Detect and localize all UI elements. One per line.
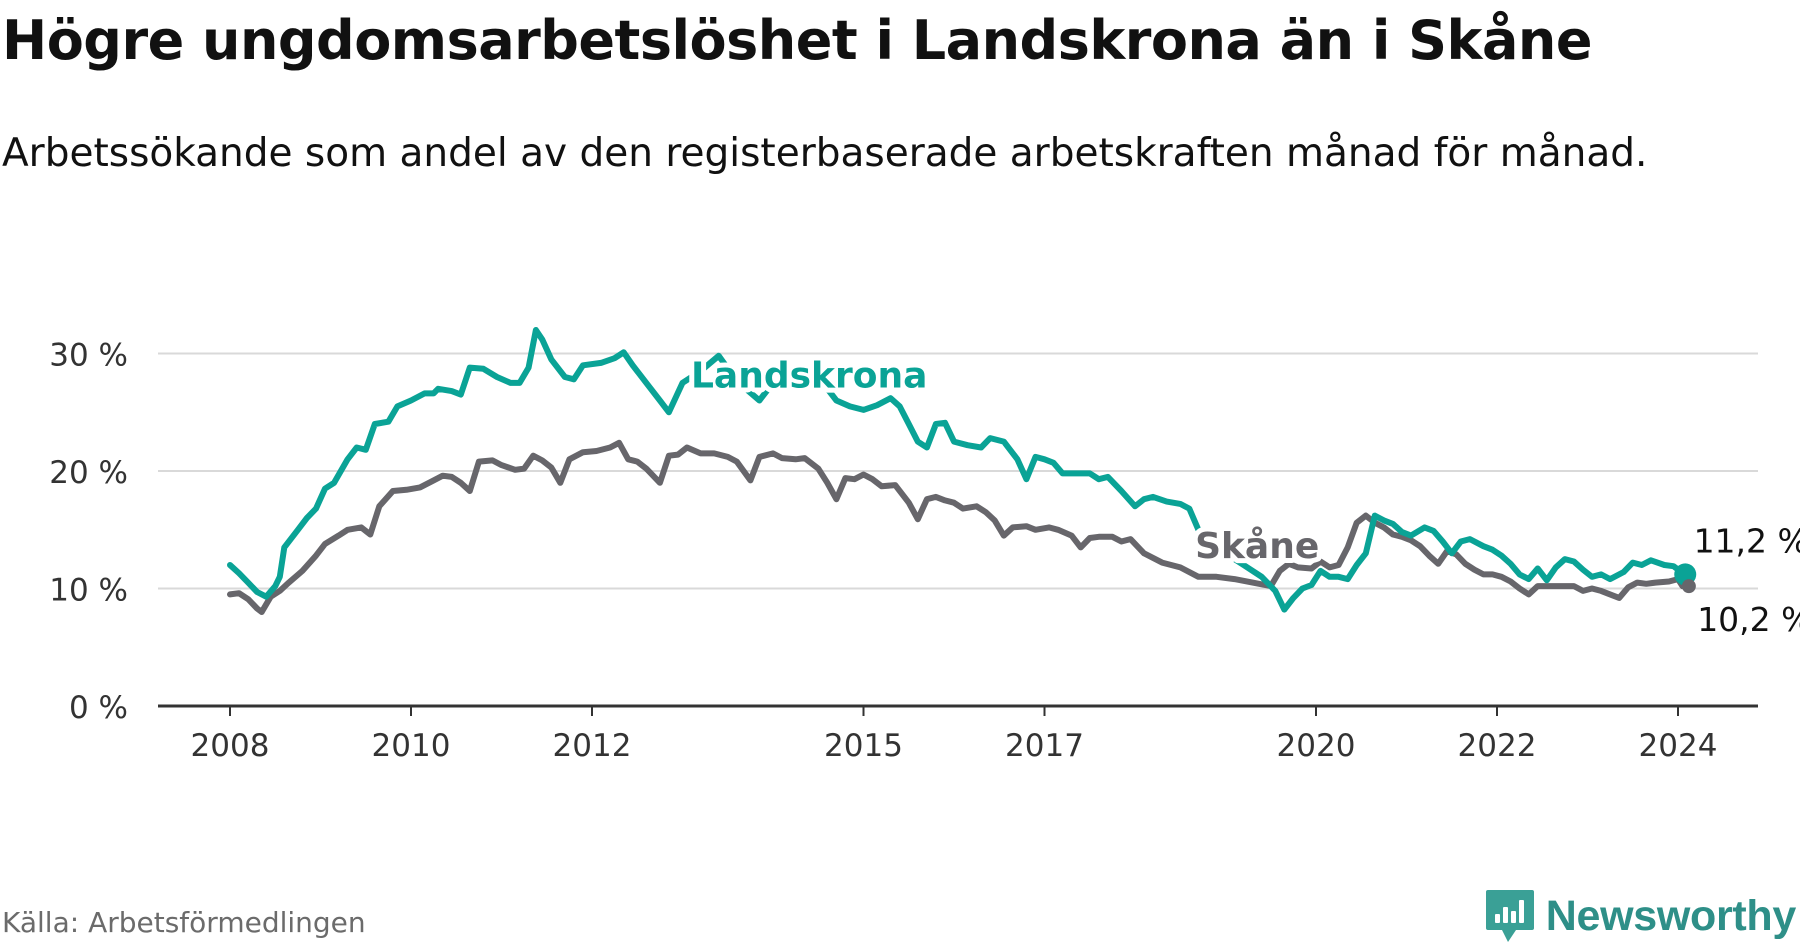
x-tick-label: 2012: [553, 728, 632, 764]
end-dot-skane: [1681, 579, 1696, 594]
y-tick-label: 10 %: [49, 573, 128, 609]
y-tick-label: 0 %: [69, 690, 128, 726]
x-tick-label: 2010: [372, 728, 451, 764]
end-value-label-skane: 10,2 %: [1697, 600, 1800, 639]
x-tick-label: 2020: [1277, 728, 1356, 764]
x-tick-label: 2015: [824, 728, 903, 764]
series-lines: [227, 327, 1692, 615]
x-tick-label: 2022: [1458, 728, 1537, 764]
gridlines: [158, 352, 1758, 590]
source-credit: Källa: Arbetsförmedlingen: [2, 906, 366, 939]
end-value-labels: 11,2 % 10,2 %: [1674, 518, 1800, 642]
page-title: Högre ungdomsarbetslöshet i Landskrona ä…: [2, 9, 1592, 72]
y-tick-label: 20 %: [49, 455, 128, 491]
series-line-skane: [227, 439, 1692, 615]
chart-subtitle: Arbetssökande som andel av den registerb…: [2, 131, 1648, 176]
brand-name: Newsworthy: [1545, 891, 1797, 940]
brand-logo[interactable]: Newsworthy: [1484, 887, 1796, 945]
x-tick-label: 2024: [1639, 728, 1718, 764]
series-line-landskrona: [227, 327, 1689, 613]
end-value-label-landskrona: 11,2 %: [1694, 521, 1800, 560]
x-tick-label: 2017: [1005, 728, 1084, 764]
y-tick-label: 30 %: [49, 338, 128, 374]
series-label-landskrona: Landskrona: [691, 356, 927, 397]
series-labels: Landskrona Skåne: [686, 351, 1324, 572]
x-tick-label: 2008: [191, 728, 270, 764]
series-label-skane: Skåne: [1195, 526, 1319, 567]
x-axis: 2008 2010 2012 2015 2017 2020 2022 2024: [158, 704, 1758, 764]
newsworthy-logo-icon: [1485, 890, 1534, 942]
y-axis-labels: 0 % 10 % 20 % 30 %: [49, 338, 128, 727]
